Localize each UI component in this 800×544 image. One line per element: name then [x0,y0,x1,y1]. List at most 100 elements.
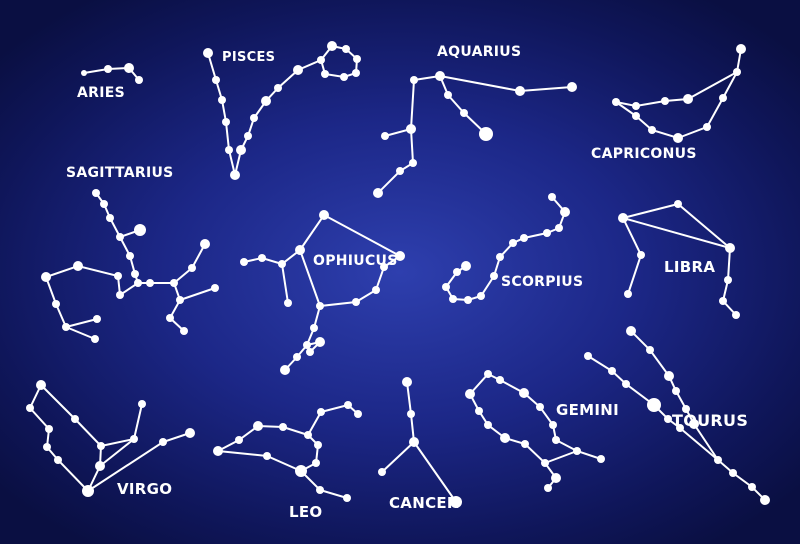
constellation-cancer [378,377,462,508]
gemini-star [597,455,605,463]
pisces-line [207,52,236,176]
gemini-star [475,407,483,415]
scorpius-star [548,193,556,201]
taurus-star [676,424,684,432]
scorpius-star [496,253,504,261]
pisces-star [327,41,337,51]
aquarius-star [435,71,445,81]
pisces-star [340,73,348,81]
capricorn-star [632,112,640,120]
capricorn-star [648,126,656,134]
sagittarius-line [168,282,185,332]
sagittarius-star [62,323,70,331]
gemini-star [484,370,492,378]
sagittarius-star [100,200,108,208]
leo-star [304,431,312,439]
capricorn-star [683,94,693,104]
gemini-line [468,373,558,489]
capricorn-star [719,94,727,102]
pisces-star [317,56,325,64]
aquarius-line [377,128,415,194]
scorpius-star [477,292,485,300]
libra-star [674,200,682,208]
aquarius-star [381,132,389,140]
taurus-star [672,387,680,395]
ophiuchus-star [380,263,388,271]
capricorn-star [673,133,683,143]
leo-line [217,450,302,472]
virgo-star [159,438,167,446]
ophiuchus-star [284,299,292,307]
label-leo: LEO [289,503,322,521]
cancer-star [402,377,412,387]
leo-star [263,452,271,460]
leo-star [314,441,322,449]
pisces-star [352,69,360,77]
pisces-star [353,55,361,63]
label-gemini: GEMINI [556,401,619,419]
label-ophiuchus: OPHIUCUS [313,253,398,269]
pisces-star [203,48,213,58]
taurus-star [622,380,630,388]
ophiuchus-star [319,210,329,220]
pisces-star [212,76,220,84]
gemini-star [465,389,475,399]
taurus-star [682,405,690,413]
gemini-star [551,473,561,483]
gemini-star [541,459,549,467]
sagittarius-star [131,270,139,278]
constellation-aries [81,63,143,84]
capricorn-star [612,98,620,106]
aquarius-star [460,109,468,117]
scorpius-star [520,234,528,242]
pisces-star [218,96,226,104]
taurus-star [760,495,770,505]
label-aquarius: AQUARIUS [437,44,521,60]
sagittarius-star [73,261,83,271]
sagittarius-star [134,224,146,236]
pisces-line [234,44,359,176]
ophiuchus-star [310,324,318,332]
ophiuchus-star [293,353,301,361]
capricorn-star [632,102,640,110]
pisces-star [261,96,271,106]
ophiuchus-star [316,302,324,310]
gemini-star [552,436,560,444]
aries-star [104,65,112,73]
ophiuchus-star [352,298,360,306]
aquarius-star [409,159,417,167]
pisces-star [274,84,282,92]
taurus-star [608,367,616,375]
gemini-star [519,388,529,398]
ophiuchus-line [281,263,289,304]
aquarius-line [413,74,487,135]
libra-line [622,202,731,249]
pisces-star [250,114,258,122]
sagittarius-star [116,233,124,241]
capricorn-star [733,68,741,76]
leo-star [279,423,287,431]
ophiuchus-star [278,260,286,268]
sagittarius-star [41,272,51,282]
pisces-star [225,146,233,154]
capricorn-star [703,123,711,131]
pisces-star [244,132,252,140]
constellation-scorpius [442,193,570,304]
sagittarius-star [176,296,184,304]
cancer-line [381,381,416,473]
sagittarius-star [146,279,154,287]
taurus-star [646,346,654,354]
libra-star [637,251,645,259]
aquarius-star [406,124,416,134]
cancer-star [407,410,415,418]
sagittarius-star [114,272,122,280]
aries-star [135,76,143,84]
constellation-sagittarius [41,189,219,343]
virgo-star [71,415,79,423]
sagittarius-star [211,284,219,292]
scorpius-star [453,268,461,276]
sagittarius-star [106,214,114,222]
pisces-star [321,70,329,78]
virgo-star [130,435,138,443]
sagittarius-star [126,252,134,260]
